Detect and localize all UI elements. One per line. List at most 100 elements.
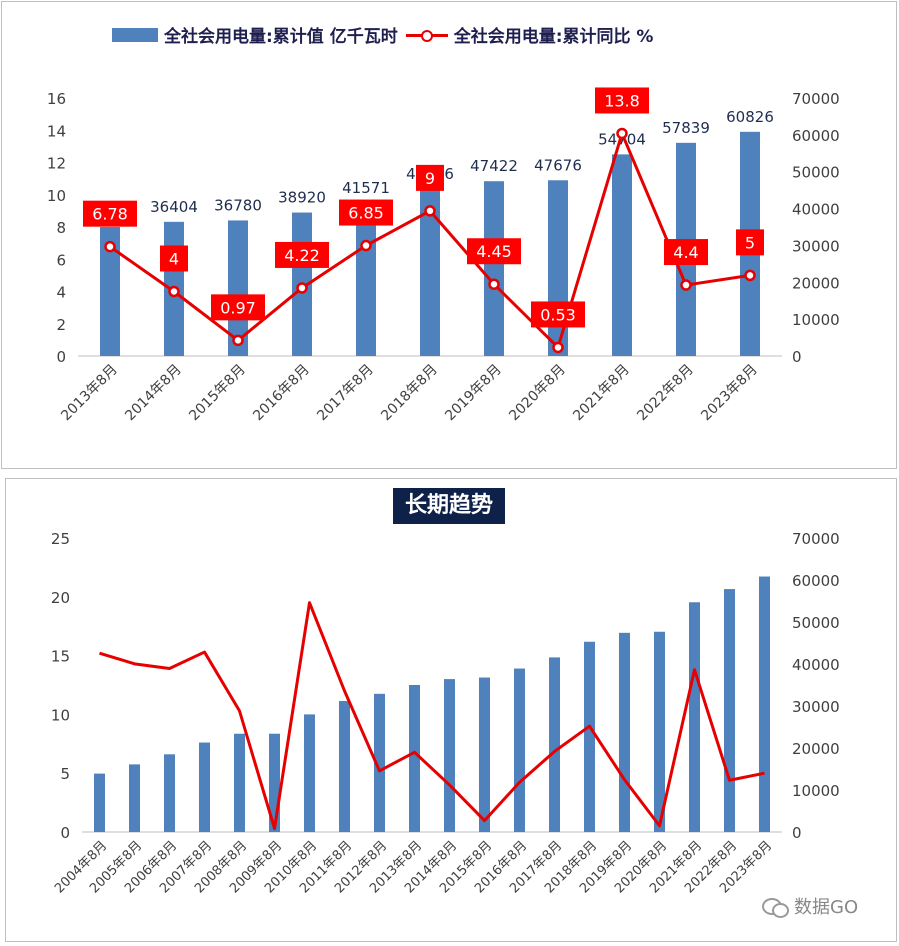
- bar: [356, 202, 376, 356]
- bar: [374, 693, 385, 832]
- bar: [129, 764, 140, 832]
- y-left-tick-label: 5: [60, 765, 70, 783]
- line-point: [552, 341, 564, 354]
- bar: [548, 180, 568, 356]
- bar-data-label: 47676: [534, 156, 582, 174]
- y-right-tick-label: 60000: [792, 572, 840, 590]
- y-left-tick-label: 6: [56, 251, 66, 269]
- legend-bar-label: 全社会用电量:累计值 亿千瓦时: [164, 27, 398, 47]
- line-data-label-box: [416, 164, 444, 191]
- x-tick-label: 2023年8月: [698, 362, 761, 425]
- legend-line-swatch: [405, 28, 448, 42]
- line-data-label: 4.4: [673, 243, 698, 262]
- bar: [269, 733, 280, 832]
- bar-data-label: 36404: [150, 198, 198, 216]
- y-right-tick-label: 0: [792, 824, 802, 842]
- line-point: [616, 127, 628, 140]
- y-right-tick-label: 40000: [792, 656, 840, 674]
- line-data-label-box: [339, 199, 393, 226]
- line-data-label-box: [531, 301, 585, 328]
- line-data-label: 6.78: [92, 205, 128, 224]
- bar: [724, 589, 735, 832]
- line-data-label-box: [467, 238, 521, 265]
- line-point: [360, 239, 372, 252]
- bar-data-label: 38920: [278, 189, 326, 207]
- bar: [479, 677, 490, 832]
- y-left-tick-label: 0: [60, 824, 70, 842]
- y-right-tick-label: 10000: [792, 311, 840, 329]
- x-tick-label: 2014年8月: [122, 362, 185, 425]
- bar: [514, 668, 525, 832]
- y-right-tick-label: 60000: [792, 127, 840, 145]
- bar-data-label: 36780: [214, 196, 262, 214]
- line-data-label: 0.53: [540, 305, 576, 324]
- y-right-tick-label: 70000: [792, 530, 840, 548]
- y-right-tick-label: 40000: [792, 201, 840, 219]
- bar: [339, 700, 350, 832]
- line-point: [488, 278, 500, 290]
- watermark: 数据GO: [762, 893, 858, 919]
- y-right-tick-label: 70000: [792, 90, 840, 108]
- y-right-tick-label: 30000: [792, 698, 840, 716]
- bar-data-label: 60826: [726, 108, 774, 126]
- y-right-tick-label: 0: [792, 348, 802, 366]
- bar: [619, 632, 630, 832]
- chart-legend: 全社会用电量:累计值 亿千瓦时 全社会用电量:累计同比 %: [112, 22, 653, 47]
- bar: [228, 220, 248, 356]
- bar: [654, 631, 665, 832]
- bar-data-label: 54704: [598, 130, 646, 148]
- line-point: [104, 240, 116, 253]
- y-left-tick-label: 4: [56, 284, 66, 302]
- line-data-label-box: [211, 294, 265, 321]
- line-point: [296, 282, 308, 294]
- x-tick-label: 2022年8月: [634, 362, 697, 425]
- legend-bar-swatch: [112, 27, 158, 42]
- line-data-label: 4: [169, 250, 179, 269]
- bar: [304, 714, 315, 832]
- y-left-tick-label: 10: [51, 706, 70, 724]
- bar: [234, 733, 245, 832]
- bar: [484, 181, 504, 356]
- y-left-tick-label: 10: [47, 187, 66, 205]
- line-data-label: 4.45: [476, 242, 512, 261]
- bar: [94, 773, 105, 832]
- y-right-tick-label: 20000: [792, 274, 840, 292]
- x-tick-label: 2017年8月: [314, 362, 377, 425]
- watermark-text: 数据GO: [794, 897, 859, 918]
- y-right-tick-label: 50000: [792, 164, 840, 182]
- bar: [689, 602, 700, 832]
- line-data-label-box: [160, 245, 188, 272]
- line-data-label: 0.97: [220, 298, 256, 317]
- x-tick-label: 2013年8月: [58, 362, 121, 425]
- line-point: [232, 334, 244, 347]
- x-tick-label: 2020年8月: [506, 362, 569, 425]
- line-point: [424, 205, 436, 217]
- y-left-tick-label: 14: [47, 122, 66, 140]
- x-tick-label: 2018年8月: [378, 362, 441, 425]
- line-data-label-box: [595, 87, 649, 114]
- x-tick-label: 2019年8月: [442, 362, 505, 425]
- y-left-tick-label: 8: [56, 219, 66, 237]
- line-data-label: 9: [425, 169, 435, 188]
- bar-data-label: 57839: [662, 119, 710, 137]
- line-data-label: 4.22: [284, 246, 320, 265]
- bar: [759, 576, 770, 832]
- y-left-tick-label: 0: [56, 348, 66, 366]
- bar-data-label: 47422: [470, 157, 518, 175]
- line-data-label-box: [83, 200, 137, 227]
- line-data-label-box: [664, 239, 708, 266]
- y-left-tick-label: 12: [47, 155, 66, 173]
- bar: [444, 679, 455, 832]
- y-right-tick-label: 20000: [792, 740, 840, 758]
- y-left-tick-label: 25: [51, 530, 70, 548]
- bar: [549, 657, 560, 832]
- line-series: [99, 601, 765, 830]
- legend-line-label: 全社会用电量:累计同比 %: [453, 27, 654, 47]
- line-point: [744, 269, 756, 282]
- y-left-tick-label: 20: [51, 589, 70, 607]
- x-tick-label: 2021年8月: [570, 362, 633, 425]
- bar-data-label: 41571: [342, 179, 390, 197]
- x-tick-label: 2016年8月: [250, 362, 313, 425]
- chart2-title: 长期趋势: [393, 488, 505, 524]
